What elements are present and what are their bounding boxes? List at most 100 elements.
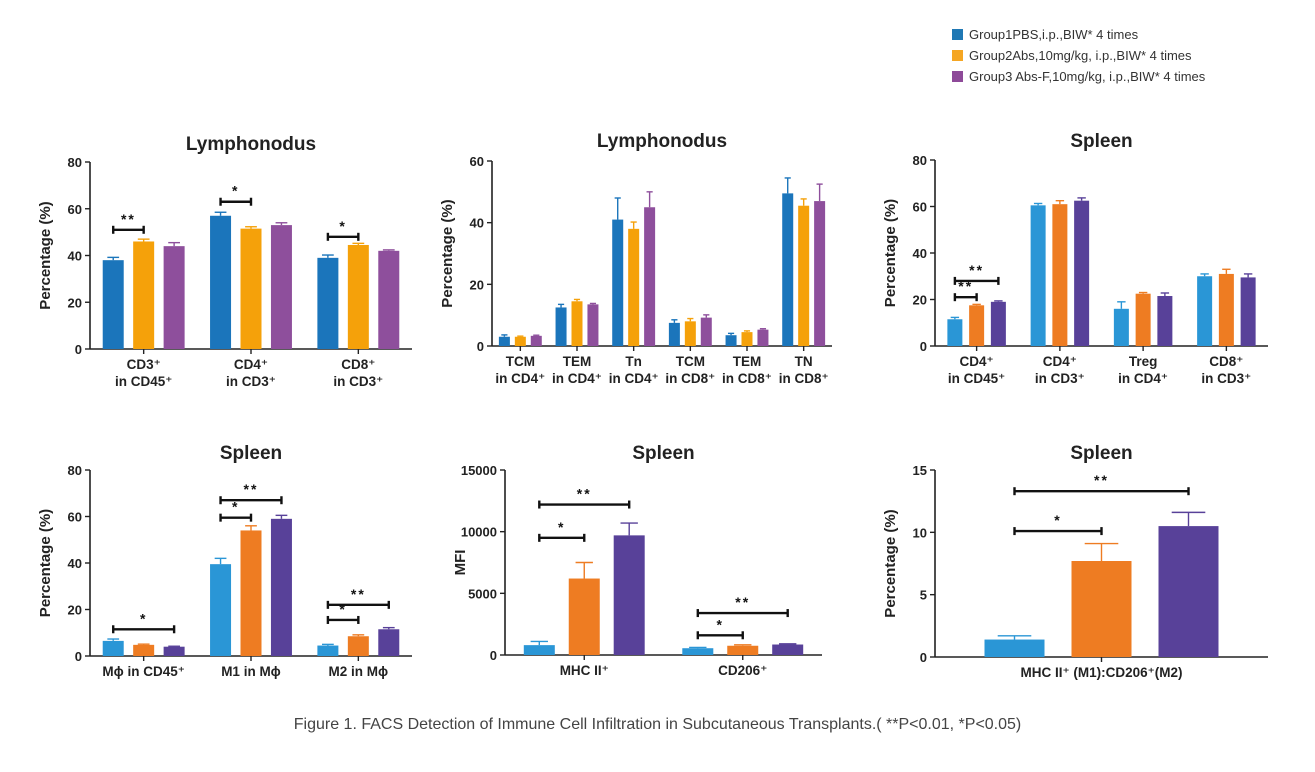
x-tick-label: CD4⁺	[960, 354, 994, 369]
bar	[133, 241, 155, 349]
bar	[555, 307, 567, 346]
y-tick-label: 0	[75, 342, 82, 357]
x-tick-label: CD206⁺	[718, 663, 767, 678]
legend-item: Group2Abs,10mg/kg, i.p.,BIW* 4 times	[952, 45, 1205, 66]
legend-swatch	[952, 29, 963, 40]
x-tick-label: M1 in Mɸ	[221, 664, 281, 679]
bar	[317, 257, 339, 349]
x-tick-label: Tn	[625, 354, 642, 369]
x-tick-label: in CD8⁺	[722, 371, 772, 386]
bar	[727, 645, 759, 655]
x-tick-label: MHC II⁺	[560, 663, 609, 678]
bar	[644, 207, 656, 346]
significance-label: *	[717, 616, 724, 632]
significance-label: **	[1094, 472, 1109, 488]
y-tick-label: 40	[470, 216, 484, 231]
significance-label: *	[232, 183, 239, 199]
bar	[514, 336, 526, 346]
x-tick-label: CD4⁺	[1043, 354, 1077, 369]
y-tick-label: 0	[920, 650, 927, 665]
bar	[1074, 200, 1090, 346]
significance-label: *	[339, 218, 346, 234]
significance-label: **	[735, 594, 750, 610]
bar	[668, 322, 680, 346]
bar	[498, 336, 510, 346]
x-tick-label: TCM	[506, 354, 535, 369]
y-axis-label: MFI	[452, 550, 469, 576]
bar	[270, 518, 292, 656]
significance-label: **	[351, 586, 366, 602]
y-tick-label: 0	[477, 339, 484, 354]
bar	[163, 246, 185, 349]
x-tick-label: in CD4⁺	[495, 371, 545, 386]
x-tick-label: in CD8⁺	[665, 371, 715, 386]
chart-title: Spleen	[632, 443, 694, 464]
bar	[684, 321, 696, 346]
bar	[990, 301, 1006, 346]
y-axis-label: Percentage (%)	[439, 199, 456, 307]
significance-label: *	[1054, 512, 1061, 528]
bar	[772, 644, 804, 655]
x-tick-label: CD4⁺	[234, 357, 268, 372]
y-tick-label: 40	[68, 249, 82, 264]
bar	[587, 304, 599, 346]
y-axis-label: Percentage (%)	[37, 201, 54, 309]
x-tick-label: Mɸ in CD45⁺	[102, 664, 185, 679]
x-tick-label: in CD4⁺	[609, 371, 659, 386]
y-tick-label: 20	[68, 603, 82, 618]
significance-label: **	[244, 481, 259, 497]
x-tick-label: TN	[795, 354, 813, 369]
x-tick-label: CD3⁺	[127, 357, 161, 372]
x-tick-label: MHC II⁺ (M1):CD206⁺(M2)	[1020, 665, 1182, 680]
bar	[530, 335, 542, 346]
chart-title: Lymphonodus	[186, 134, 316, 155]
y-tick-label: 60	[913, 200, 927, 215]
legend-label: Group2Abs,10mg/kg, i.p.,BIW* 4 times	[969, 48, 1192, 63]
y-tick-label: 60	[68, 510, 82, 525]
chart-title: Lymphonodus	[597, 131, 727, 152]
y-tick-label: 5000	[468, 586, 497, 601]
bar	[568, 578, 600, 655]
chart-title: Spleen	[1070, 131, 1132, 152]
bar	[210, 564, 232, 656]
y-tick-label: 20	[68, 295, 82, 310]
x-tick-label: CD8⁺	[1209, 354, 1243, 369]
x-tick-label: in CD8⁺	[779, 371, 829, 386]
bar	[782, 193, 794, 346]
x-tick-label: TCM	[676, 354, 705, 369]
bar	[317, 645, 339, 656]
bar	[682, 648, 714, 655]
bar	[1113, 308, 1129, 346]
bar	[102, 640, 124, 656]
significance-label: **	[958, 278, 973, 294]
y-tick-label: 20	[913, 293, 927, 308]
y-tick-label: 40	[68, 556, 82, 571]
y-axis-label: Percentage (%)	[882, 509, 899, 617]
x-tick-label: TEM	[733, 354, 762, 369]
bar	[133, 644, 155, 656]
y-tick-label: 80	[68, 155, 82, 170]
bar	[1240, 277, 1256, 346]
bar	[571, 301, 583, 346]
bar	[240, 530, 262, 656]
bar	[240, 228, 262, 349]
x-tick-label: TEM	[563, 354, 592, 369]
bar	[628, 228, 640, 346]
bar	[798, 205, 810, 346]
x-tick-label: in CD3⁺	[333, 374, 383, 389]
bar	[1071, 561, 1132, 657]
significance-label: *	[232, 499, 239, 515]
bar	[612, 219, 624, 346]
bar	[1218, 273, 1234, 346]
y-tick-label: 40	[913, 246, 927, 261]
bar	[725, 335, 737, 346]
bar	[757, 329, 769, 346]
x-tick-label: M2 in Mɸ	[329, 664, 389, 679]
chart-title: Spleen	[220, 443, 282, 464]
y-tick-label: 10000	[461, 525, 497, 540]
bar	[1052, 204, 1068, 346]
x-tick-label: in CD45⁺	[948, 371, 1005, 386]
bar	[270, 225, 292, 349]
